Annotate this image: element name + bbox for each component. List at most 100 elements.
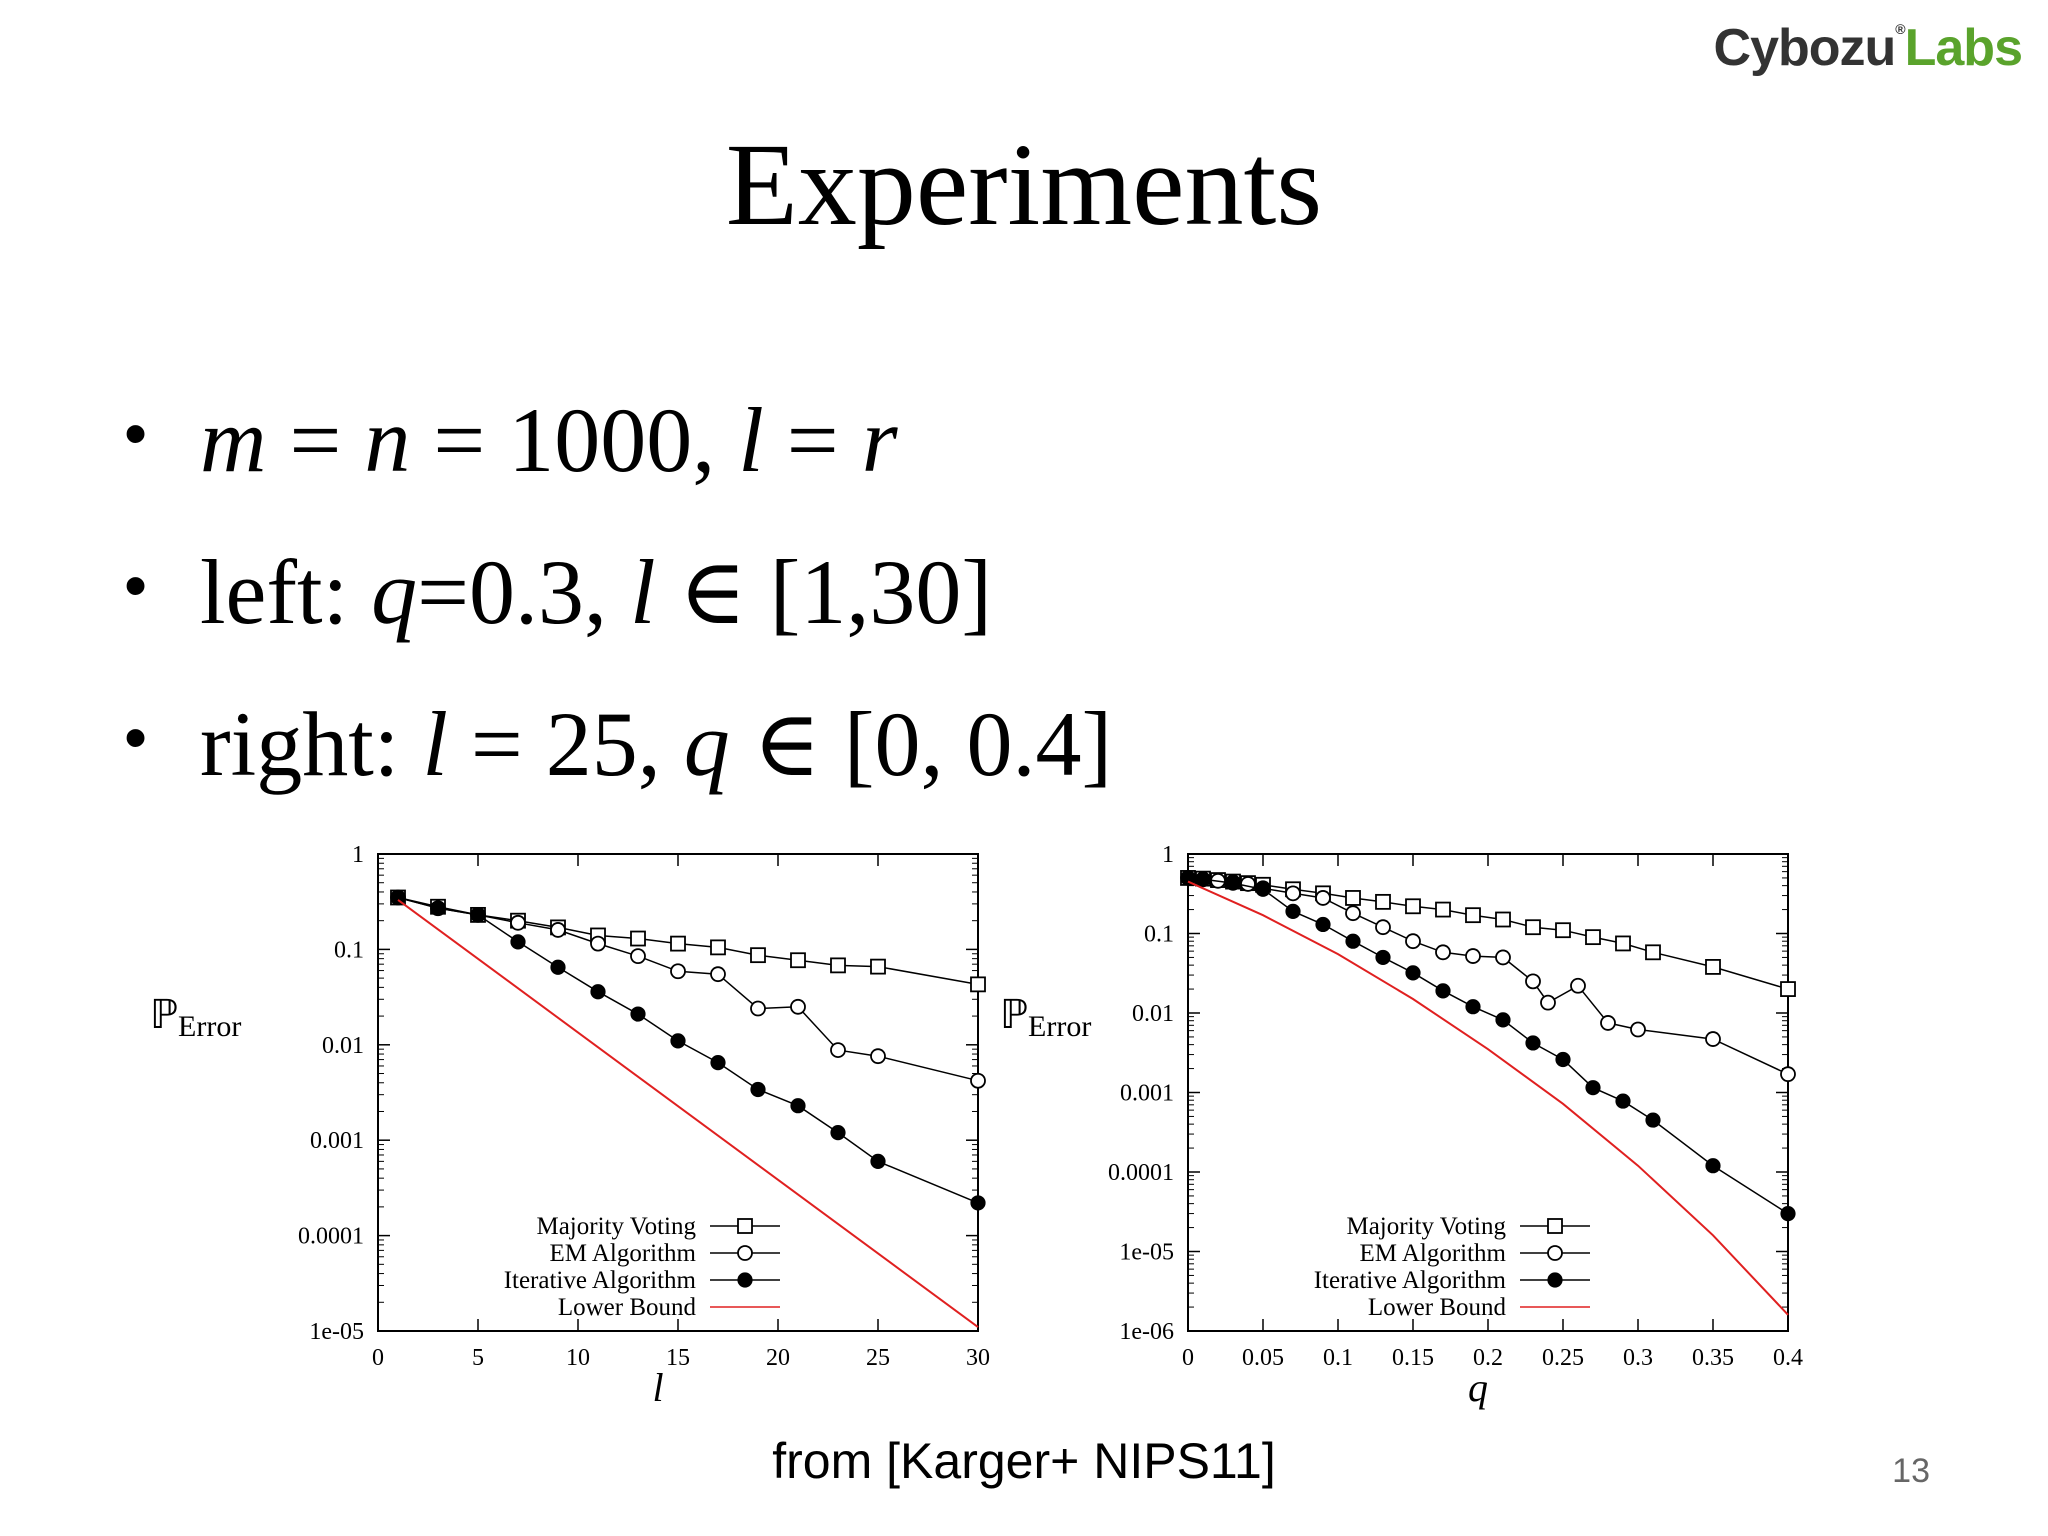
bullet-text-part: = 25, [447, 693, 684, 795]
data-point-filled-circle [1645, 1112, 1661, 1128]
data-point-filled-circle [790, 1098, 806, 1114]
data-point-circle [590, 935, 606, 952]
data-point-circle [630, 948, 646, 965]
bullet-text-part: l [630, 541, 656, 643]
series-lower-bound [1187, 880, 1789, 1316]
data-point-square [1547, 1218, 1563, 1234]
data-point-filled-circle [870, 1153, 886, 1169]
data-point-filled-circle [1705, 1158, 1721, 1174]
chart-left: 1 0.1 0.01 0.001 0.0001 1e-05 0 5 10 15 20 25 30 ℙErr… [150, 842, 1000, 1442]
data-point-circle [790, 998, 806, 1015]
data-point-filled-circle [1585, 1080, 1601, 1096]
series-iterative-algorithm [390, 889, 986, 1211]
data-point-square [1705, 959, 1721, 975]
bullet-text-part: ∈ [1,30] [655, 541, 992, 643]
data-point-circle [550, 922, 566, 938]
data-point-square [670, 935, 686, 952]
y-tick-label: 0.0001 [1108, 1160, 1174, 1186]
chart-svg: 1 0.1 0.01 0.001 0.0001 1e-05 0 5 10 15 20 25 30 ℙErr… [150, 842, 990, 1410]
data-point-filled-circle [710, 1055, 726, 1071]
chart-svg: 1 0.1 0.01 0.001 0.0001 1e-05 1e-06 0 0.05 0.1 0.1… [1000, 842, 1803, 1410]
series-lower-bound [397, 899, 979, 1328]
data-point-circle [1495, 949, 1511, 966]
data-point-circle [1630, 1021, 1646, 1038]
bullet-dot: • [124, 700, 148, 774]
y-tick-label: 1e-05 [309, 1319, 364, 1345]
data-point-square [1345, 890, 1361, 906]
data-point-filled-circle [1495, 1012, 1511, 1028]
data-point-filled-circle [670, 1033, 686, 1049]
y-axis-label-subscript: Error [1028, 1010, 1091, 1043]
cybozu-labs-logo: Cybozu®Labs [1714, 21, 2023, 74]
y-tick-label: 1e-05 [1119, 1240, 1174, 1266]
data-point-square [737, 1218, 753, 1234]
data-point-square [970, 976, 986, 993]
legend-label: EM Algorithm [549, 1240, 696, 1267]
x-tick-label: 0.15 [1392, 1345, 1434, 1371]
data-point-circle [830, 1042, 846, 1058]
data-point-circle [1465, 948, 1481, 964]
bullet-text-part: = [266, 389, 365, 491]
series-line [397, 896, 979, 1204]
x-tick-label: 0.2 [1473, 1345, 1503, 1371]
y-tick-label: 1e-06 [1119, 1319, 1174, 1345]
x-tick-label: 0.1 [1323, 1345, 1353, 1371]
bullet-text: left: q=0.3, l ∈ [1,30] [200, 546, 992, 638]
x-tick-label: 0.25 [1542, 1345, 1584, 1371]
data-point-circle [737, 1245, 753, 1261]
x-tick-label: 0.4 [1773, 1345, 1803, 1371]
data-point-circle [1570, 977, 1586, 994]
bullet-text-part: =0.3, [417, 541, 631, 643]
data-point-circle [1600, 1015, 1616, 1031]
data-point-square [1405, 898, 1421, 915]
data-point-filled-circle [1225, 875, 1241, 891]
data-point-filled-circle [1465, 999, 1481, 1015]
y-tick-label: 0.1 [334, 937, 364, 963]
data-point-circle [1405, 933, 1421, 950]
bullet-text: m = n = 1000, l = r [200, 394, 898, 486]
y-axis-label-symbol: ℙ [1000, 992, 1028, 1037]
bullet-text-part: l [422, 693, 448, 795]
data-point-circle [1315, 890, 1331, 906]
y-tick-label: 1 [1162, 842, 1174, 868]
data-point-square [1555, 922, 1571, 939]
bullet-text: right: l = 25, q ∈ [0, 0.4] [200, 698, 1112, 790]
y-tick-label: 0.1 [1144, 922, 1174, 948]
bullet-text-part: m [200, 389, 267, 491]
y-tick-label: 0.001 [310, 1128, 364, 1154]
data-point-filled-circle [470, 907, 486, 923]
y-tick-label: 0.01 [1132, 1001, 1174, 1027]
data-point-circle [1375, 919, 1391, 936]
bullet-text-part: = [763, 389, 862, 491]
data-point-filled-circle [430, 900, 446, 916]
data-point-square [1615, 935, 1631, 952]
data-point-filled-circle [1375, 949, 1391, 966]
logo-registered-mark: ® [1895, 21, 1905, 37]
x-tick-label: 10 [566, 1345, 590, 1371]
data-point-circle [510, 914, 526, 931]
data-point-filled-circle [1615, 1093, 1631, 1109]
series-line [397, 899, 979, 1328]
bullet-text-part: l [738, 389, 764, 491]
data-point-square [830, 957, 846, 974]
data-point-circle [1345, 905, 1361, 922]
data-point-filled-circle [1525, 1035, 1541, 1051]
y-tick-label: 1 [352, 842, 364, 868]
y-axis-label-subscript: Error [178, 1010, 241, 1043]
data-point-square [1525, 919, 1541, 936]
data-point-filled-circle [1195, 871, 1211, 887]
bullet-dot: • [124, 548, 148, 622]
data-point-filled-circle [737, 1272, 753, 1288]
y-axis-label-symbol: ℙ [150, 992, 178, 1037]
x-axis-label: l [652, 1365, 663, 1410]
data-point-circle [750, 1000, 766, 1017]
data-point-filled-circle [1405, 965, 1421, 981]
data-point-filled-circle [830, 1125, 846, 1141]
plot-frame [1187, 853, 1789, 1332]
data-point-square [870, 958, 886, 975]
data-point-filled-circle [750, 1081, 766, 1098]
data-point-filled-circle [1547, 1272, 1563, 1288]
legend-label: Lower Bound [558, 1294, 697, 1321]
